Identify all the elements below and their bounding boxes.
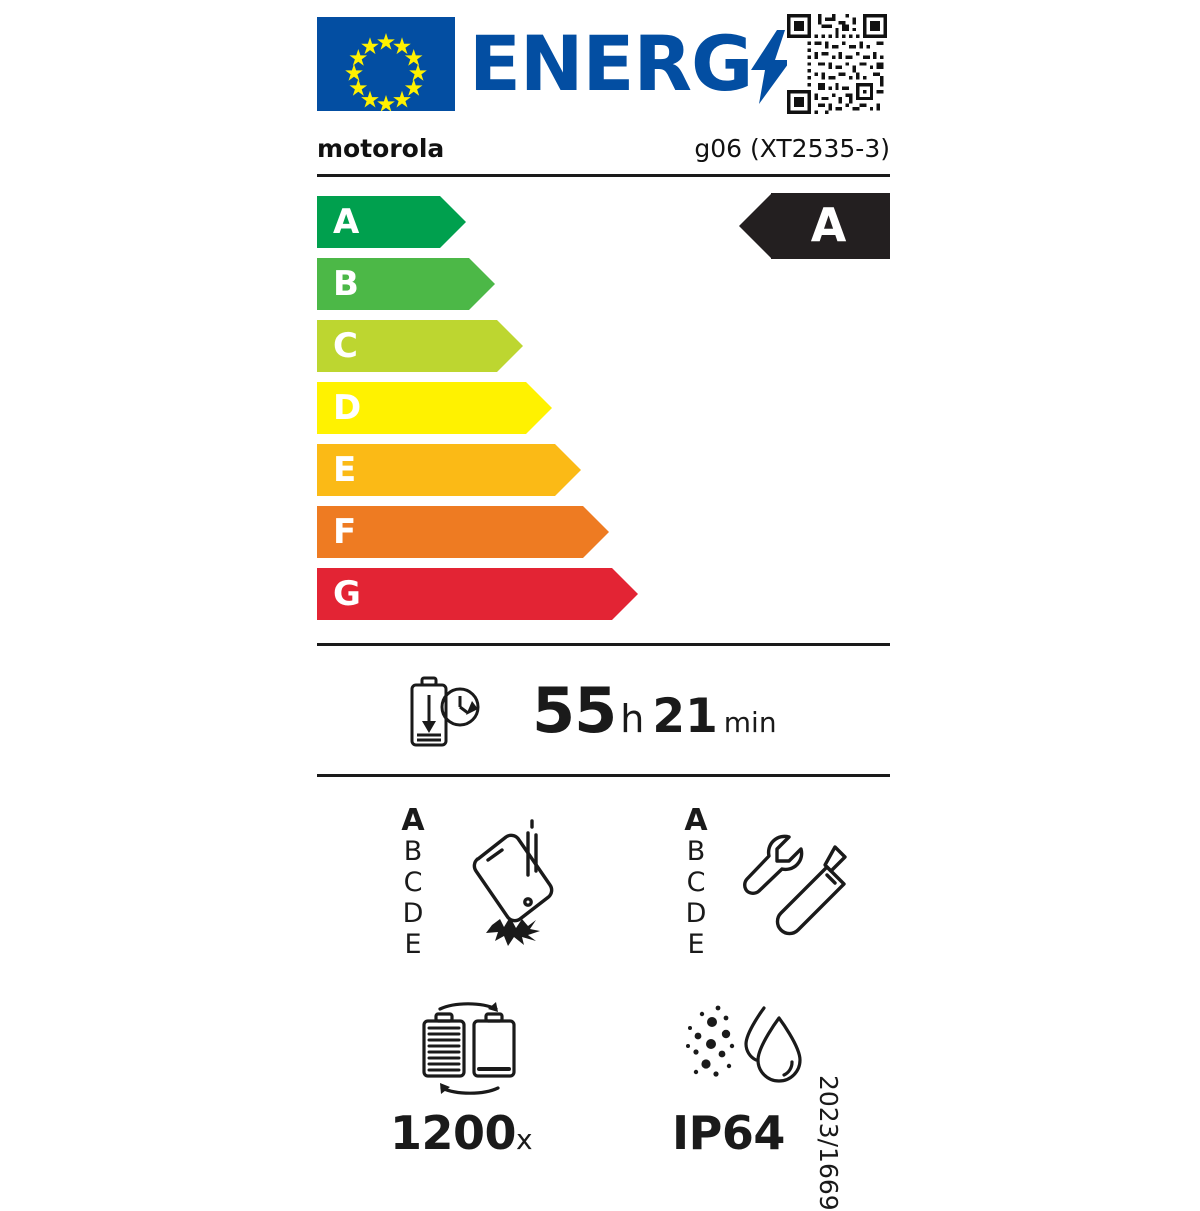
energ-wordmark: ENERG [469, 19, 753, 108]
drop-class-d: D [402, 898, 424, 929]
scale-bar-tip [468, 258, 495, 310]
scale-bar-body [317, 196, 440, 248]
repair-class-b: B [686, 836, 706, 867]
cycles-suffix: x [516, 1123, 533, 1156]
eu-flag-icon [317, 17, 455, 111]
scale-bar-b: B [317, 258, 495, 310]
cycles-number: 1200 [390, 1106, 517, 1160]
scale-bar-letter: A [333, 202, 360, 242]
regulation-number: 2023/1669 [814, 1075, 883, 1211]
awarded-class-letter: A [810, 198, 847, 252]
battery-clock-icon [404, 673, 484, 751]
scale-bar-e: E [317, 444, 581, 496]
scale-bar-body [317, 320, 498, 372]
drop-class-a: A [401, 803, 425, 838]
phone-drop-icon [440, 813, 580, 953]
badge-arrow-body [771, 193, 890, 259]
repair-class-a: A [684, 803, 708, 838]
scale-bar-a: A [317, 196, 466, 248]
battery-cycle-icon [408, 1000, 538, 1095]
scale-bar-tip [525, 382, 552, 434]
scale-bar-body [317, 258, 469, 310]
scale-bar-tip [611, 568, 638, 620]
battery-cycles-cell: 1200x [390, 1000, 640, 1165]
model-name: g06 (XT2535-3) [694, 134, 890, 163]
dust-water-icon [682, 1000, 812, 1095]
repair-class-e: E [687, 929, 705, 960]
qr-code-icon [787, 14, 887, 114]
scale-bar-letter: G [333, 574, 361, 614]
battery-endurance-row: 55 h 21 min [317, 665, 890, 765]
scale-bar-body [317, 506, 584, 558]
scale-bar-tip [439, 196, 466, 248]
scale-bar-letter: C [333, 326, 358, 366]
awarded-class-badge: A [739, 193, 890, 259]
ingress-protection-cell: IP64 [672, 1000, 922, 1165]
brand-model-row: motorola g06 (XT2535-3) [317, 132, 890, 177]
scale-bar-tip [497, 320, 524, 372]
repair-class-d: D [685, 898, 707, 929]
endurance-hours-unit: h [620, 697, 645, 741]
scale-bar-d: D [317, 382, 552, 434]
scale-bar-body [317, 568, 612, 620]
drop-class-e: E [404, 929, 422, 960]
battery-cycles-value: 1200x [390, 1105, 533, 1161]
scale-bar-g: G [317, 568, 638, 620]
lightning-bolt-icon [751, 30, 791, 104]
drop-class-b: B [403, 836, 423, 867]
endurance-hours: 55 [532, 674, 617, 747]
endurance-minutes-unit: min [723, 706, 777, 739]
divider-bottom [317, 774, 890, 777]
scale-bar-letter: E [333, 450, 357, 490]
scale-bar-letter: F [333, 512, 357, 552]
repair-class-c: C [686, 867, 706, 898]
scale-bar-tip [554, 444, 581, 496]
endurance-value: 55 h 21 min [532, 671, 777, 751]
scale-bar-letter: B [333, 264, 359, 304]
ip-rating-text: IP64 [672, 1106, 785, 1160]
badge-arrow-tip [739, 193, 772, 259]
scale-bar-letter: D [333, 388, 362, 428]
divider-top [317, 643, 890, 646]
scale-bar-tip [583, 506, 610, 558]
brand-name: motorola [317, 134, 445, 163]
scale-bar-c: C [317, 320, 524, 372]
drop-class-c: C [403, 867, 423, 898]
scale-bar-body [317, 444, 555, 496]
ip-rating-value: IP64 [672, 1105, 785, 1161]
scale-bar-f: F [317, 506, 610, 558]
endurance-minutes: 21 [652, 689, 718, 744]
scale-bar-body [317, 382, 526, 434]
label-header: ENERG [317, 14, 890, 116]
regulation-text: 2023/1669 [814, 1075, 843, 1211]
wrench-screwdriver-icon [723, 813, 863, 953]
